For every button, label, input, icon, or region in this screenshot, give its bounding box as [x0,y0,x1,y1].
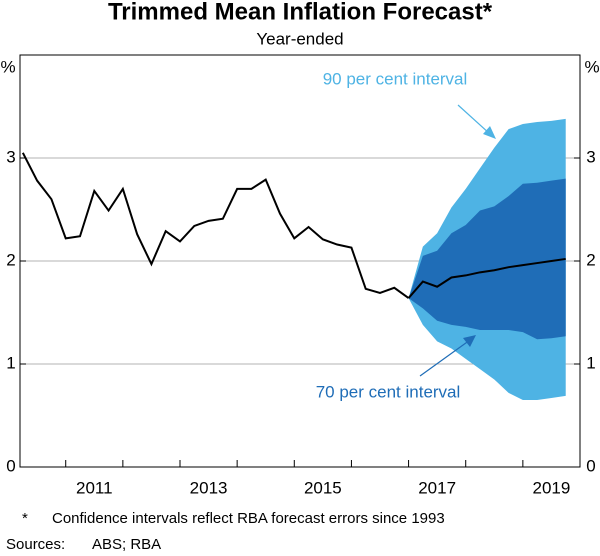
line-series [407,257,566,299]
y-tick-label: 2 [6,250,15,269]
y-tick-label-right: 2 [586,250,595,269]
x-tick-label: 2015 [304,478,342,497]
footnote-marker: * [22,510,28,527]
line-series [21,152,410,299]
chart-subtitle: Year-ended [256,29,343,48]
x-tick-label: 2019 [533,478,571,497]
interval-band [408,178,566,340]
sources-label: Sources: [6,536,65,553]
y-tick-label: 1 [6,353,15,372]
y-tick-label: 0 [6,456,15,475]
annotation-arrow [419,339,471,377]
y-axis-label: % [0,57,15,76]
y-tick-label-right: 3 [586,147,595,166]
sources: ABS; RBA [92,536,161,553]
annotation-arrow [457,104,491,135]
footnote: Confidence intervals reflect RBA forecas… [52,510,445,527]
x-tick-label: 2011 [76,478,113,497]
y-axis-label-right: % [584,57,599,76]
x-tick-label: 2013 [190,478,228,497]
annotation: 70 per cent interval [316,382,461,401]
chart-title: Trimmed Mean Inflation Forecast* [108,0,493,25]
y-tick-label: 3 [6,147,15,166]
arrow-head [463,335,476,347]
y-tick-label-right: 0 [586,456,595,475]
annotation: 90 per cent interval [323,69,468,88]
y-tick-label-right: 1 [586,353,595,372]
x-tick-label: 2017 [418,478,456,497]
arrow-head [483,126,496,139]
